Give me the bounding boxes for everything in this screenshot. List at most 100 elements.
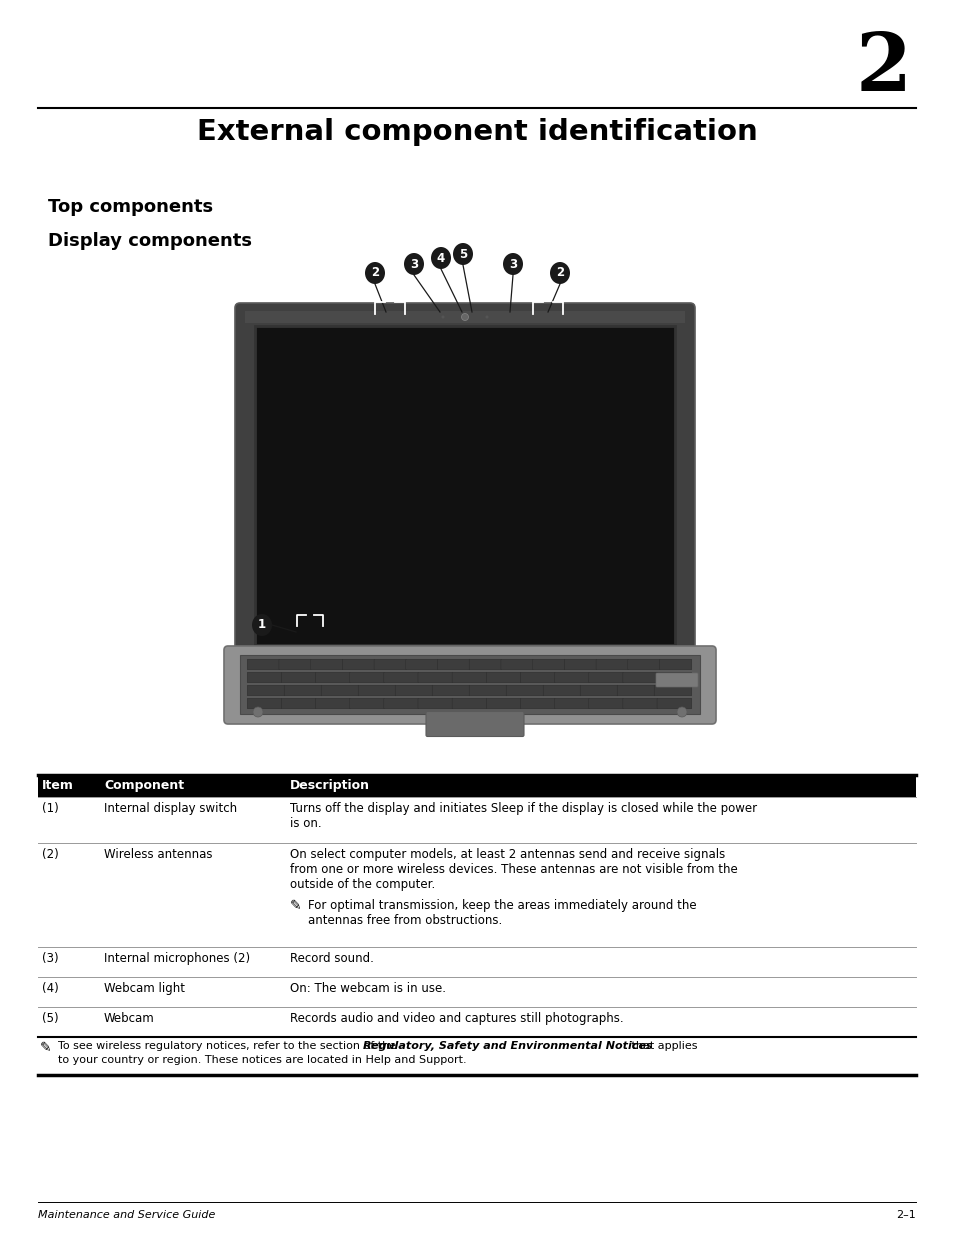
FancyBboxPatch shape xyxy=(520,698,555,709)
Text: On select computer models, at least 2 antennas send and receive signals
from one: On select computer models, at least 2 an… xyxy=(290,848,737,890)
Ellipse shape xyxy=(550,262,569,284)
Text: Component: Component xyxy=(104,779,184,792)
FancyBboxPatch shape xyxy=(506,685,543,695)
FancyBboxPatch shape xyxy=(247,672,282,683)
FancyBboxPatch shape xyxy=(579,685,618,695)
FancyBboxPatch shape xyxy=(452,672,486,683)
FancyBboxPatch shape xyxy=(627,659,659,669)
Text: Wireless antennas: Wireless antennas xyxy=(104,848,213,861)
Text: 2: 2 xyxy=(556,267,563,279)
Text: that applies: that applies xyxy=(627,1041,697,1051)
FancyBboxPatch shape xyxy=(657,672,691,683)
FancyBboxPatch shape xyxy=(469,659,501,669)
Text: Turns off the display and initiates Sleep if the display is closed while the pow: Turns off the display and initiates Slee… xyxy=(290,802,757,830)
FancyBboxPatch shape xyxy=(622,698,657,709)
Text: 2: 2 xyxy=(371,267,378,279)
FancyBboxPatch shape xyxy=(588,672,623,683)
Bar xyxy=(245,311,684,324)
Text: Webcam light: Webcam light xyxy=(104,982,185,995)
FancyBboxPatch shape xyxy=(383,672,418,683)
FancyBboxPatch shape xyxy=(247,698,282,709)
Text: Maintenance and Service Guide: Maintenance and Service Guide xyxy=(38,1210,215,1220)
FancyBboxPatch shape xyxy=(224,646,716,724)
FancyBboxPatch shape xyxy=(532,659,564,669)
Text: Record sound.: Record sound. xyxy=(290,952,374,965)
FancyBboxPatch shape xyxy=(342,659,375,669)
Circle shape xyxy=(441,315,444,319)
FancyBboxPatch shape xyxy=(622,672,657,683)
Ellipse shape xyxy=(453,243,473,266)
FancyBboxPatch shape xyxy=(281,672,315,683)
FancyBboxPatch shape xyxy=(357,685,395,695)
Text: On: The webcam is in use.: On: The webcam is in use. xyxy=(290,982,446,995)
Text: ✎: ✎ xyxy=(290,899,301,913)
Text: (5): (5) xyxy=(42,1011,58,1025)
Text: 5: 5 xyxy=(458,247,467,261)
Bar xyxy=(254,326,675,645)
FancyBboxPatch shape xyxy=(405,659,437,669)
Ellipse shape xyxy=(403,253,423,275)
Text: 3: 3 xyxy=(508,258,517,270)
FancyBboxPatch shape xyxy=(500,659,533,669)
FancyBboxPatch shape xyxy=(350,672,384,683)
Text: Internal microphones (2): Internal microphones (2) xyxy=(104,952,250,965)
FancyBboxPatch shape xyxy=(564,659,596,669)
Text: Webcam: Webcam xyxy=(104,1011,154,1025)
Text: External component identification: External component identification xyxy=(196,119,757,146)
Text: Regulatory, Safety and Environmental Notices: Regulatory, Safety and Environmental Not… xyxy=(363,1041,652,1051)
FancyBboxPatch shape xyxy=(617,685,654,695)
FancyBboxPatch shape xyxy=(417,672,453,683)
Circle shape xyxy=(253,706,263,718)
Text: 2: 2 xyxy=(855,30,911,107)
Text: Item: Item xyxy=(42,779,73,792)
FancyBboxPatch shape xyxy=(554,672,589,683)
FancyBboxPatch shape xyxy=(281,698,315,709)
Text: (4): (4) xyxy=(42,982,59,995)
FancyBboxPatch shape xyxy=(315,698,350,709)
FancyBboxPatch shape xyxy=(321,685,358,695)
Text: 2–1: 2–1 xyxy=(895,1210,915,1220)
Text: To see wireless regulatory notices, refer to the section of the: To see wireless regulatory notices, refe… xyxy=(58,1041,399,1051)
FancyBboxPatch shape xyxy=(383,698,418,709)
Text: Top components: Top components xyxy=(48,198,213,216)
Text: (2): (2) xyxy=(42,848,59,861)
FancyBboxPatch shape xyxy=(520,672,555,683)
FancyBboxPatch shape xyxy=(374,659,406,669)
FancyBboxPatch shape xyxy=(486,672,520,683)
FancyBboxPatch shape xyxy=(315,672,350,683)
Ellipse shape xyxy=(431,247,451,269)
Text: 3: 3 xyxy=(410,258,417,270)
Text: (1): (1) xyxy=(42,802,59,815)
FancyBboxPatch shape xyxy=(437,659,469,669)
FancyBboxPatch shape xyxy=(432,685,469,695)
Text: Description: Description xyxy=(290,779,370,792)
Ellipse shape xyxy=(365,262,385,284)
FancyBboxPatch shape xyxy=(542,685,580,695)
FancyBboxPatch shape xyxy=(452,698,486,709)
FancyBboxPatch shape xyxy=(311,659,342,669)
FancyBboxPatch shape xyxy=(247,659,279,669)
Circle shape xyxy=(485,315,488,319)
FancyBboxPatch shape xyxy=(654,685,691,695)
FancyBboxPatch shape xyxy=(554,698,589,709)
FancyBboxPatch shape xyxy=(278,659,311,669)
FancyBboxPatch shape xyxy=(417,698,453,709)
Circle shape xyxy=(677,706,686,718)
Text: Display components: Display components xyxy=(48,232,252,249)
Ellipse shape xyxy=(252,614,272,636)
FancyBboxPatch shape xyxy=(469,685,506,695)
FancyBboxPatch shape xyxy=(247,685,285,695)
FancyBboxPatch shape xyxy=(588,698,623,709)
Bar xyxy=(38,776,915,797)
FancyBboxPatch shape xyxy=(486,698,520,709)
Ellipse shape xyxy=(502,253,522,275)
FancyBboxPatch shape xyxy=(426,711,523,736)
FancyBboxPatch shape xyxy=(656,673,698,687)
Text: Internal display switch: Internal display switch xyxy=(104,802,237,815)
Text: (3): (3) xyxy=(42,952,58,965)
Text: For optimal transmission, keep the areas immediately around the
antennas free fr: For optimal transmission, keep the areas… xyxy=(308,899,696,927)
Text: 1: 1 xyxy=(257,619,266,631)
FancyBboxPatch shape xyxy=(596,659,628,669)
FancyBboxPatch shape xyxy=(395,685,433,695)
Text: ✎: ✎ xyxy=(40,1041,51,1055)
